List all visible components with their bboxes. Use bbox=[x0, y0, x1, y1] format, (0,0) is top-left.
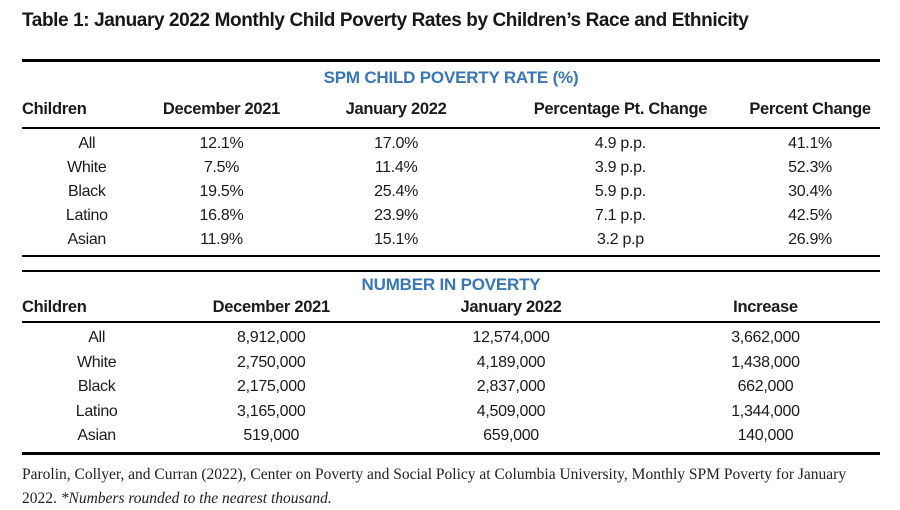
cell-value: 4,189,000 bbox=[476, 353, 546, 371]
cell-value: 30.4% bbox=[788, 183, 832, 200]
table-row-asian: Asian 11.9% 15.1% 3.2 p.p 26.9% bbox=[22, 228, 880, 256]
cell-value: 3,165,000 bbox=[236, 402, 306, 420]
col-header-increase: Increase bbox=[650, 295, 880, 323]
section-title-number-in-poverty: NUMBER IN POVERTY bbox=[361, 275, 541, 294]
cell-value: 3,662,000 bbox=[731, 329, 800, 346]
cell-value: 12.1% bbox=[199, 135, 244, 152]
cell-value: 662,000 bbox=[737, 378, 794, 395]
col-header-december-2021: December 2021 bbox=[151, 90, 292, 129]
cell-value: 23.9% bbox=[374, 207, 418, 224]
cell-value: 4.9 p.p. bbox=[594, 135, 646, 152]
table-title: Table 1: January 2022 Monthly Child Pove… bbox=[22, 10, 749, 31]
column-header-row: Children December 2021 January 2022 Perc… bbox=[22, 90, 880, 129]
cell-group: Latino bbox=[75, 402, 118, 420]
col-header-january-2022: January 2022 bbox=[291, 90, 501, 129]
cell-group: Black bbox=[77, 378, 116, 395]
number-in-poverty-table: NUMBER IN POVERTY Children December 2021… bbox=[22, 270, 880, 455]
cell-value: 7.5% bbox=[203, 159, 240, 176]
cell-group: All bbox=[78, 135, 96, 152]
cell-value: 8,912,000 bbox=[236, 329, 306, 346]
cell-value: 5.9 p.p. bbox=[594, 183, 646, 200]
section-title-spm-rate: SPM CHILD POVERTY RATE (%) bbox=[323, 68, 579, 87]
cell-group: All bbox=[88, 329, 106, 346]
cell-value: 41.1% bbox=[788, 135, 832, 152]
cell-group: Latino bbox=[65, 207, 108, 224]
table-row-black: Black 19.5% 25.4% 5.9 p.p. 30.4% bbox=[22, 180, 880, 204]
col-header-january-2022: January 2022 bbox=[371, 295, 651, 323]
table-row-white: White 7.5% 11.4% 3.9 p.p. 52.3% bbox=[22, 156, 880, 180]
cell-value: 17.0% bbox=[374, 135, 418, 152]
cell-value: 1,438,000 bbox=[731, 353, 800, 371]
cell-value: 11.4% bbox=[374, 159, 418, 176]
cell-group: Asian bbox=[77, 427, 116, 444]
cell-value: 52.3% bbox=[788, 159, 832, 176]
cell-group: White bbox=[67, 159, 107, 176]
cell-group: Asian bbox=[67, 231, 107, 248]
column-header-row: Children December 2021 January 2022 Incr… bbox=[22, 295, 880, 323]
col-header-children: Children bbox=[22, 295, 172, 323]
col-header-children: Children bbox=[22, 90, 152, 129]
cell-value: 4,509,000 bbox=[476, 402, 546, 420]
table-row-all: All 8,912,000 12,574,000 3,662,000 bbox=[22, 322, 880, 351]
cell-value: 25.4% bbox=[374, 183, 418, 200]
cell-value: 26.9% bbox=[788, 231, 832, 248]
cell-value: 15.1% bbox=[374, 231, 418, 248]
cell-value: 11.9% bbox=[200, 231, 243, 248]
table-row-black: Black 2,175,000 2,837,000 662,000 bbox=[22, 375, 880, 400]
cell-value: 1,344,000 bbox=[731, 402, 800, 420]
table-row-asian: Asian 519,000 659,000 140,000 bbox=[22, 424, 880, 453]
col-header-december-2021: December 2021 bbox=[171, 295, 372, 323]
cell-value: 19.5% bbox=[199, 183, 244, 200]
cell-value: 3.2 p.p bbox=[597, 231, 644, 248]
spm-child-poverty-rate-table: SPM CHILD POVERTY RATE (%) Children Dece… bbox=[22, 59, 880, 257]
cell-value: 519,000 bbox=[243, 427, 300, 444]
table-row-all: All 12.1% 17.0% 4.9 p.p. 41.1% bbox=[22, 128, 880, 156]
cell-value: 140,000 bbox=[737, 427, 794, 444]
cell-group: White bbox=[76, 353, 117, 371]
source-citation: Parolin, Collyer, and Curran (2022), Cen… bbox=[22, 463, 880, 510]
footnote-text: *Numbers rounded to the nearest thousand… bbox=[60, 489, 332, 507]
cell-value: 3.9 p.p. bbox=[594, 159, 646, 176]
cell-value: 2,837,000 bbox=[476, 378, 546, 395]
section-header-row: SPM CHILD POVERTY RATE (%) bbox=[22, 61, 880, 91]
cell-value: 2,750,000 bbox=[236, 353, 306, 371]
col-header-percentage-pt-change: Percentage Pt. Change bbox=[500, 90, 741, 129]
cell-value: 42.5% bbox=[788, 207, 832, 224]
cell-value: 2,175,000 bbox=[236, 378, 306, 395]
col-header-percent-change: Percent Change bbox=[740, 90, 880, 129]
cell-value: 7.1 p.p. bbox=[594, 207, 646, 224]
table-row-latino: Latino 16.8% 23.9% 7.1 p.p. 42.5% bbox=[22, 204, 880, 228]
citation-text: Parolin, Collyer, and Curran (2022), Cen… bbox=[22, 465, 847, 507]
table-row-white: White 2,750,000 4,189,000 1,438,000 bbox=[22, 351, 880, 376]
cell-value: 12,574,000 bbox=[472, 329, 550, 346]
cell-group: Black bbox=[67, 183, 106, 200]
table-row-latino: Latino 3,165,000 4,509,000 1,344,000 bbox=[22, 400, 880, 425]
cell-value: 16.8% bbox=[199, 207, 244, 224]
section-header-row: NUMBER IN POVERTY bbox=[22, 271, 880, 295]
cell-value: 659,000 bbox=[483, 427, 539, 444]
